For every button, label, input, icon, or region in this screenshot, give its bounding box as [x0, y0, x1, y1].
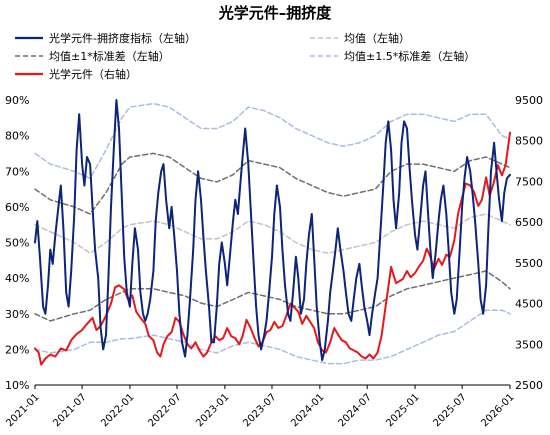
y-right-tick-1: 3500: [515, 338, 543, 351]
y-right-tick-5: 7500: [515, 175, 543, 188]
x-tick-10: 2026-01: [479, 392, 516, 429]
y-right-tick-7: 9500: [515, 94, 543, 107]
series-line-3: [34, 270, 511, 322]
chart-title: 光学元件–拥挤度: [218, 4, 333, 22]
x-tick-2: 2022-01: [99, 392, 136, 429]
y-right-tick-2: 4500: [515, 298, 543, 311]
x-tick-1: 2021-07: [51, 392, 88, 429]
y-left-tick-0: 10%: [5, 379, 29, 392]
y-right-tick-0: 2500: [515, 379, 543, 392]
plot-area: [34, 99, 511, 366]
x-tick-5: 2023-07: [241, 392, 278, 429]
y-left-tick-3: 40%: [5, 272, 29, 285]
y-left-tick-2: 30%: [5, 308, 29, 321]
legend-label-1: 均值（左轴）: [344, 31, 410, 45]
y-right-tick-6: 8500: [515, 135, 543, 148]
y-left-tick-1: 20%: [5, 343, 29, 356]
legend-label-0: 光学元件-拥挤度指标（左轴）: [49, 31, 196, 45]
y-left-tick-4: 50%: [5, 237, 29, 250]
x-tick-8: 2025-01: [384, 392, 421, 429]
y-left-tick-5: 60%: [5, 201, 29, 214]
axes: 10% 20% 30% 40% 50% 60% 70% 80% 90% 2500 3500 4500 5…: [4, 94, 543, 429]
y-right-tick-3: 5500: [515, 257, 543, 270]
series-line-4: [34, 102, 511, 180]
series-line-2: [34, 152, 511, 215]
x-tick-7: 2024-07: [337, 392, 374, 429]
series-line-5: [34, 309, 511, 365]
y-left-tick-6: 70%: [5, 165, 29, 178]
y-left-tick-7: 80%: [5, 130, 29, 143]
legend-label-4: 光学元件（右轴）: [49, 67, 137, 81]
x-tick-3: 2022-07: [146, 392, 183, 429]
legend: 光学元件-拥挤度指标（左轴） 均值（左轴） 均值±1*标准差（左轴） 均值±1.5*标…: [15, 31, 475, 81]
x-tick-9: 2025-07: [431, 392, 468, 429]
series-line-0: [34, 99, 511, 362]
x-tick-6: 2024-01: [289, 392, 326, 429]
x-tick-0: 2021-01: [4, 392, 41, 429]
legend-label-2: 均值±1*标准差（左轴）: [49, 49, 170, 63]
x-tick-4: 2023-01: [194, 392, 231, 429]
y-right-tick-4: 6500: [515, 216, 543, 229]
legend-label-3: 均值±1.5*标准差（左轴）: [344, 49, 475, 63]
y-left-tick-8: 90%: [5, 94, 29, 107]
